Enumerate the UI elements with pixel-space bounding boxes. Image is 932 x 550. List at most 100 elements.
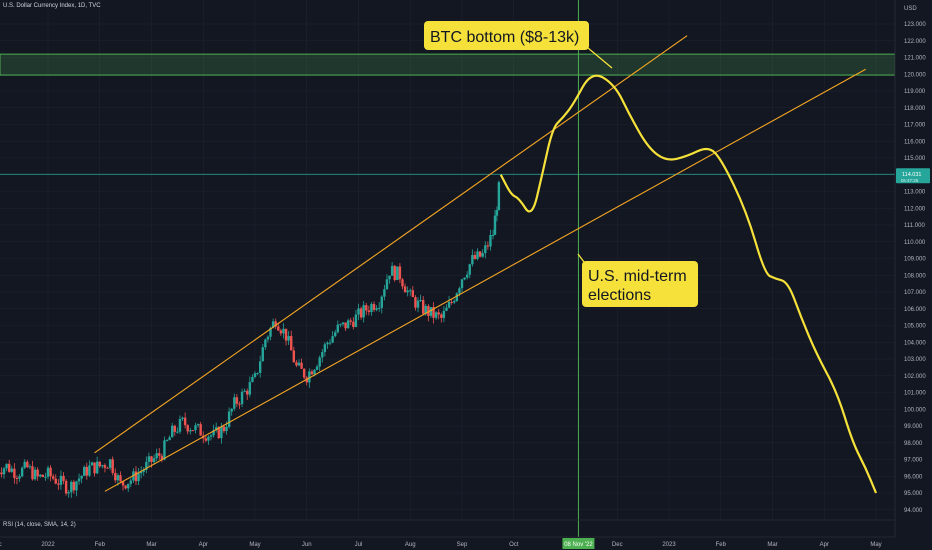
candle-body bbox=[290, 336, 293, 351]
price-tick-label: 121.000 bbox=[904, 56, 926, 62]
candle-body bbox=[158, 453, 161, 456]
candle-body bbox=[127, 483, 130, 489]
candle-body bbox=[207, 436, 210, 441]
candle-body bbox=[419, 300, 422, 302]
price-tick-label: 98.000 bbox=[904, 441, 923, 447]
candle-body bbox=[367, 310, 371, 313]
time-tick-label: 08 Nov '22 bbox=[564, 542, 593, 548]
candle-body bbox=[302, 368, 306, 378]
btc-bottom-pointer bbox=[587, 47, 613, 69]
candle-body bbox=[214, 427, 218, 431]
time-tick-label: Mar bbox=[767, 542, 777, 548]
btc-bottom-callout-box bbox=[424, 21, 589, 50]
candle-body bbox=[383, 289, 386, 297]
candle-body bbox=[339, 324, 342, 326]
candle-body bbox=[70, 481, 73, 493]
candle-body bbox=[163, 440, 166, 460]
price-tick-label: 122.000 bbox=[904, 39, 926, 45]
candle-body bbox=[385, 279, 389, 290]
candle-body bbox=[33, 469, 37, 480]
candle-body bbox=[106, 467, 109, 469]
candle-body bbox=[481, 253, 484, 257]
price-badge: 114.031 0s:47:25 bbox=[896, 168, 930, 184]
candle-body bbox=[147, 456, 151, 462]
price-tick-label: 117.000 bbox=[904, 123, 926, 129]
time-tick-label: 2022 bbox=[41, 542, 55, 548]
time-tick-label: 2023 bbox=[662, 542, 676, 548]
candle-body bbox=[15, 478, 19, 480]
candle-body bbox=[129, 480, 132, 484]
price-tick-label: 107.000 bbox=[904, 290, 926, 296]
candle-body bbox=[279, 330, 283, 334]
price-badge-countdown: 0s:47:25 bbox=[901, 178, 919, 183]
candle-body bbox=[114, 472, 117, 481]
time-tick-label: Jun bbox=[302, 542, 312, 548]
price-tick-label: 103.000 bbox=[904, 357, 926, 363]
btc-bottom-callout: BTC bottom ($8-13k) bbox=[424, 21, 613, 69]
candle-body bbox=[315, 366, 319, 370]
candle-body bbox=[489, 235, 492, 247]
elections-pointer bbox=[577, 253, 585, 263]
candle-body bbox=[233, 397, 236, 409]
candle-body bbox=[253, 373, 257, 377]
price-tick-label: 101.000 bbox=[904, 391, 926, 397]
candle-body bbox=[284, 328, 288, 341]
candle-body bbox=[434, 312, 438, 318]
price-tick-label: 102.000 bbox=[904, 374, 926, 380]
price-tick-label: 95.000 bbox=[904, 491, 923, 497]
candle-body bbox=[137, 473, 140, 482]
candle-body bbox=[62, 475, 65, 481]
time-tick-label: May bbox=[870, 542, 881, 548]
symbol-header[interactable]: U.S. Dollar Currency Index, 1D, TVC bbox=[3, 3, 101, 9]
candle-body bbox=[116, 475, 120, 481]
candle-body bbox=[176, 431, 179, 433]
candle-body bbox=[495, 210, 499, 216]
candle-body bbox=[460, 279, 464, 289]
price-tick-label: 109.000 bbox=[904, 257, 926, 263]
candle-body bbox=[256, 372, 259, 374]
candle-body bbox=[199, 424, 202, 436]
candle-body bbox=[331, 336, 334, 343]
candle-body bbox=[230, 408, 233, 412]
date-badge bbox=[562, 538, 595, 549]
rsi-indicator-label[interactable]: RSI (14, close, SMA, 14, 2) bbox=[3, 522, 76, 528]
candle-body bbox=[370, 304, 373, 313]
price-tick-label: 113.000 bbox=[904, 190, 926, 196]
candle-body bbox=[204, 438, 208, 441]
time-axis[interactable] bbox=[0, 537, 932, 550]
price-axis[interactable] bbox=[895, 0, 932, 520]
candle-body bbox=[227, 411, 231, 427]
candle-body bbox=[378, 307, 381, 309]
candle-body bbox=[424, 305, 427, 314]
candle-body bbox=[194, 425, 197, 431]
candle-body bbox=[246, 390, 249, 395]
candle-body bbox=[463, 277, 466, 280]
candle-body bbox=[36, 469, 39, 477]
candle-body bbox=[235, 397, 239, 404]
candle-body bbox=[28, 466, 32, 468]
candle-body bbox=[344, 322, 347, 329]
price-tick-label: 118.000 bbox=[904, 106, 926, 112]
candle-body bbox=[297, 362, 301, 366]
candle-body bbox=[95, 461, 99, 474]
candle-body bbox=[142, 469, 145, 472]
candle-body bbox=[0, 472, 3, 475]
candle-body bbox=[372, 304, 376, 310]
candle-body bbox=[321, 352, 324, 358]
candle-body bbox=[357, 308, 360, 315]
price-tick-label: 112.000 bbox=[904, 206, 926, 212]
candle-body bbox=[468, 264, 471, 275]
candle-body bbox=[23, 461, 26, 468]
candle-body bbox=[44, 476, 47, 478]
candle-body bbox=[432, 306, 435, 318]
time-axis-labels: Dec 2022 Feb Mar Apr May Jun Jul Aug Sep Oct 08 Nov… bbox=[0, 538, 882, 549]
time-tick-label: May bbox=[249, 542, 260, 548]
price-tick-label: 119.000 bbox=[904, 89, 926, 95]
candle-body bbox=[111, 459, 114, 473]
candle-body bbox=[222, 426, 226, 432]
candle-body bbox=[277, 326, 280, 331]
candle-body bbox=[258, 361, 262, 373]
candle-body bbox=[411, 290, 415, 298]
candle-body bbox=[380, 296, 383, 308]
